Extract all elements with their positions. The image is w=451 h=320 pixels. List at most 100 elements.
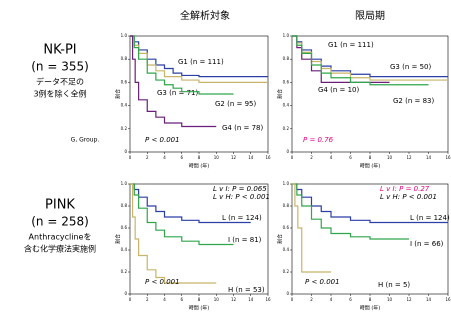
y-tick-label: 0.6 <box>121 79 128 84</box>
y-tick-label: 1.0 <box>121 33 128 38</box>
row-label: PINK <box>45 198 75 213</box>
x-tick-label: 8 <box>198 297 201 302</box>
y-tick-label: 0 <box>286 291 289 296</box>
survival-curve <box>130 183 217 284</box>
x-tick-label: 0 <box>129 155 132 160</box>
series-label: G2 (n = 95) <box>215 100 256 108</box>
x-tick-label: 14 <box>248 297 254 302</box>
x-tick-label: 12 <box>231 155 237 160</box>
survival-curve <box>292 183 409 240</box>
series-label: G3 (n = 50) <box>390 63 431 71</box>
annotation: P < 0.001 <box>145 278 180 286</box>
x-tick-label: 16 <box>265 297 271 302</box>
x-tick-label: 0 <box>291 297 294 302</box>
row-label: (n = 258) <box>31 215 89 229</box>
series-label: G1 (n = 111) <box>328 41 374 49</box>
note: G, Group. <box>71 137 100 144</box>
x-tick-label: 2 <box>310 297 313 302</box>
x-tick-label: 10 <box>387 155 393 160</box>
annotation: L v H: P < 0.001 <box>213 193 270 201</box>
x-tick-label: 12 <box>406 155 412 160</box>
series-label: G4 (n = 78) <box>222 124 263 132</box>
x-tick-label: 2 <box>146 155 149 160</box>
survival-curve <box>130 35 268 78</box>
x-tick-label: 0 <box>291 155 294 160</box>
annotation: P = 0.76 <box>303 136 334 144</box>
row-label: NK-PI <box>43 43 76 58</box>
series-label: G2 (n = 83) <box>393 97 434 105</box>
y-axis-label: 割合 <box>115 89 122 99</box>
series-label: G4 (n = 10) <box>318 86 359 94</box>
y-tick-label: 0 <box>124 291 127 296</box>
x-axis-label: 時間 (年) <box>189 163 210 170</box>
x-tick-label: 12 <box>231 297 237 302</box>
annotation: P < 0.001 <box>145 136 180 144</box>
y-tick-label: 0.4 <box>121 103 128 108</box>
x-tick-label: 10 <box>214 297 220 302</box>
series-label: L (n = 124) <box>410 214 450 222</box>
survival-curve <box>130 35 217 128</box>
series-label: I (n = 66) <box>410 240 444 248</box>
y-axis-label: 割合 <box>115 234 122 244</box>
survival-curve <box>292 35 429 86</box>
x-tick-label: 4 <box>163 297 166 302</box>
x-tick-label: 16 <box>265 155 271 160</box>
x-tick-label: 16 <box>445 297 451 302</box>
x-tick-label: 10 <box>214 155 220 160</box>
series-label: G1 (n = 111) <box>178 58 224 66</box>
x-tick-label: 6 <box>349 297 352 302</box>
y-axis-label: 割合 <box>277 234 284 244</box>
y-tick-label: 0.4 <box>283 247 290 252</box>
y-tick-label: 0.2 <box>283 269 290 274</box>
row-label: Anthracyclineを <box>29 233 92 242</box>
x-tick-label: 2 <box>146 297 149 302</box>
column-header: 限局期 <box>355 10 385 22</box>
x-tick-label: 6 <box>180 155 183 160</box>
row-label: 含む化学療法実施例 <box>24 244 96 254</box>
x-tick-label: 4 <box>330 155 333 160</box>
series-label: H (n = 53) <box>228 286 265 294</box>
x-tick-label: 14 <box>426 155 432 160</box>
x-tick-label: 12 <box>406 297 412 302</box>
x-tick-label: 8 <box>369 155 372 160</box>
y-tick-label: 1.0 <box>283 33 290 38</box>
series-label: L (n = 124) <box>222 214 262 222</box>
y-tick-label: 0.6 <box>283 225 290 230</box>
x-tick-label: 8 <box>369 297 372 302</box>
x-axis-label: 時間 (年) <box>360 163 381 170</box>
x-axis-label: 時間 (年) <box>360 305 381 312</box>
annotation: L v I: P = 0.27 <box>380 185 430 193</box>
y-tick-label: 0.4 <box>283 103 290 108</box>
y-axis-label: 割合 <box>277 89 284 99</box>
x-tick-label: 14 <box>426 297 432 302</box>
series-label: G3 (n = 71) <box>157 89 198 97</box>
y-tick-label: 0.6 <box>121 225 128 230</box>
survival-curve <box>130 35 268 83</box>
annotation: L v H: P < 0.001 <box>380 193 437 201</box>
y-tick-label: 0.4 <box>121 247 128 252</box>
x-tick-label: 16 <box>445 155 451 160</box>
survival-curve <box>130 183 251 224</box>
row-label: (n = 355) <box>31 60 89 74</box>
annotation: L v I: P = 0.065 <box>213 185 267 193</box>
x-tick-label: 8 <box>198 155 201 160</box>
x-tick-label: 10 <box>387 297 393 302</box>
y-tick-label: 0.2 <box>121 126 128 131</box>
survival-curve <box>292 183 331 273</box>
y-tick-label: 0 <box>124 149 127 154</box>
annotation: P < 0.001 <box>305 278 340 286</box>
series-label: H (n = 5) <box>378 281 410 289</box>
x-tick-label: 4 <box>163 155 166 160</box>
survival-curve <box>292 183 448 224</box>
survival-curve <box>130 183 234 246</box>
y-tick-label: 0 <box>286 149 289 154</box>
row-label: 3例を除く全例 <box>33 89 86 99</box>
x-tick-label: 0 <box>129 297 132 302</box>
plot-frame <box>291 35 449 153</box>
x-tick-label: 4 <box>330 297 333 302</box>
y-tick-label: 0.8 <box>283 56 290 61</box>
series-label: I (n = 81) <box>228 236 262 244</box>
y-tick-label: 1.0 <box>283 181 290 186</box>
x-axis-label: 時間 (年) <box>189 305 210 312</box>
